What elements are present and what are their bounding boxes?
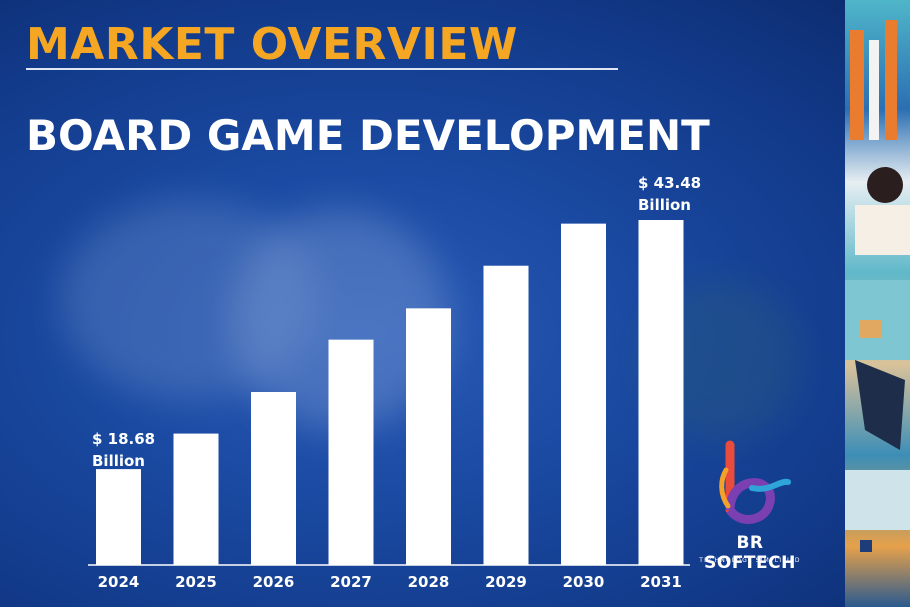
chart-title: BOARD GAME DEVELOPMENT bbox=[26, 111, 710, 160]
annotation-last-unit: Billion bbox=[638, 196, 691, 214]
side-illustration bbox=[845, 0, 910, 607]
bar-2025 bbox=[173, 433, 219, 565]
bar-2029 bbox=[483, 265, 529, 565]
annotation-last-value: $ 43.48 bbox=[638, 174, 702, 192]
tick-label-2031: 2031 bbox=[640, 573, 682, 591]
headline: MARKET OVERVIEW bbox=[26, 19, 518, 70]
brand-logo: BR SOFTECH TECHNOLOGY SIMPLIFIED bbox=[690, 440, 810, 580]
background-shelf-blur bbox=[60, 200, 320, 400]
bar-2026 bbox=[251, 392, 296, 565]
brand-tagline: TECHNOLOGY SIMPLIFIED bbox=[699, 557, 801, 564]
annotation-first-value: $ 18.68 bbox=[92, 430, 156, 448]
divider bbox=[26, 68, 618, 70]
bar-2030 bbox=[561, 223, 606, 565]
bar-2024 bbox=[96, 469, 141, 565]
annotation-last: $ 43.48 Billion bbox=[638, 172, 701, 216]
annotation-first-unit: Billion bbox=[92, 452, 145, 470]
tick-label-2028: 2028 bbox=[408, 573, 450, 591]
tick-label-2026: 2026 bbox=[253, 573, 295, 591]
tick-label-2030: 2030 bbox=[563, 573, 605, 591]
bar-2027 bbox=[328, 339, 374, 565]
board-game-illustration-icon bbox=[845, 20, 910, 552]
bar-2031 bbox=[638, 220, 684, 565]
brand-name: BR SOFTECH bbox=[704, 533, 796, 573]
tick-label-2027: 2027 bbox=[330, 573, 372, 591]
tick-label-2025: 2025 bbox=[175, 573, 217, 591]
tick-label-2029: 2029 bbox=[485, 573, 527, 591]
br-softech-logo-icon bbox=[719, 440, 791, 524]
tick-label-2024: 2024 bbox=[98, 573, 140, 591]
annotation-first: $ 18.68 Billion bbox=[92, 428, 155, 472]
bar-2028 bbox=[406, 308, 451, 565]
